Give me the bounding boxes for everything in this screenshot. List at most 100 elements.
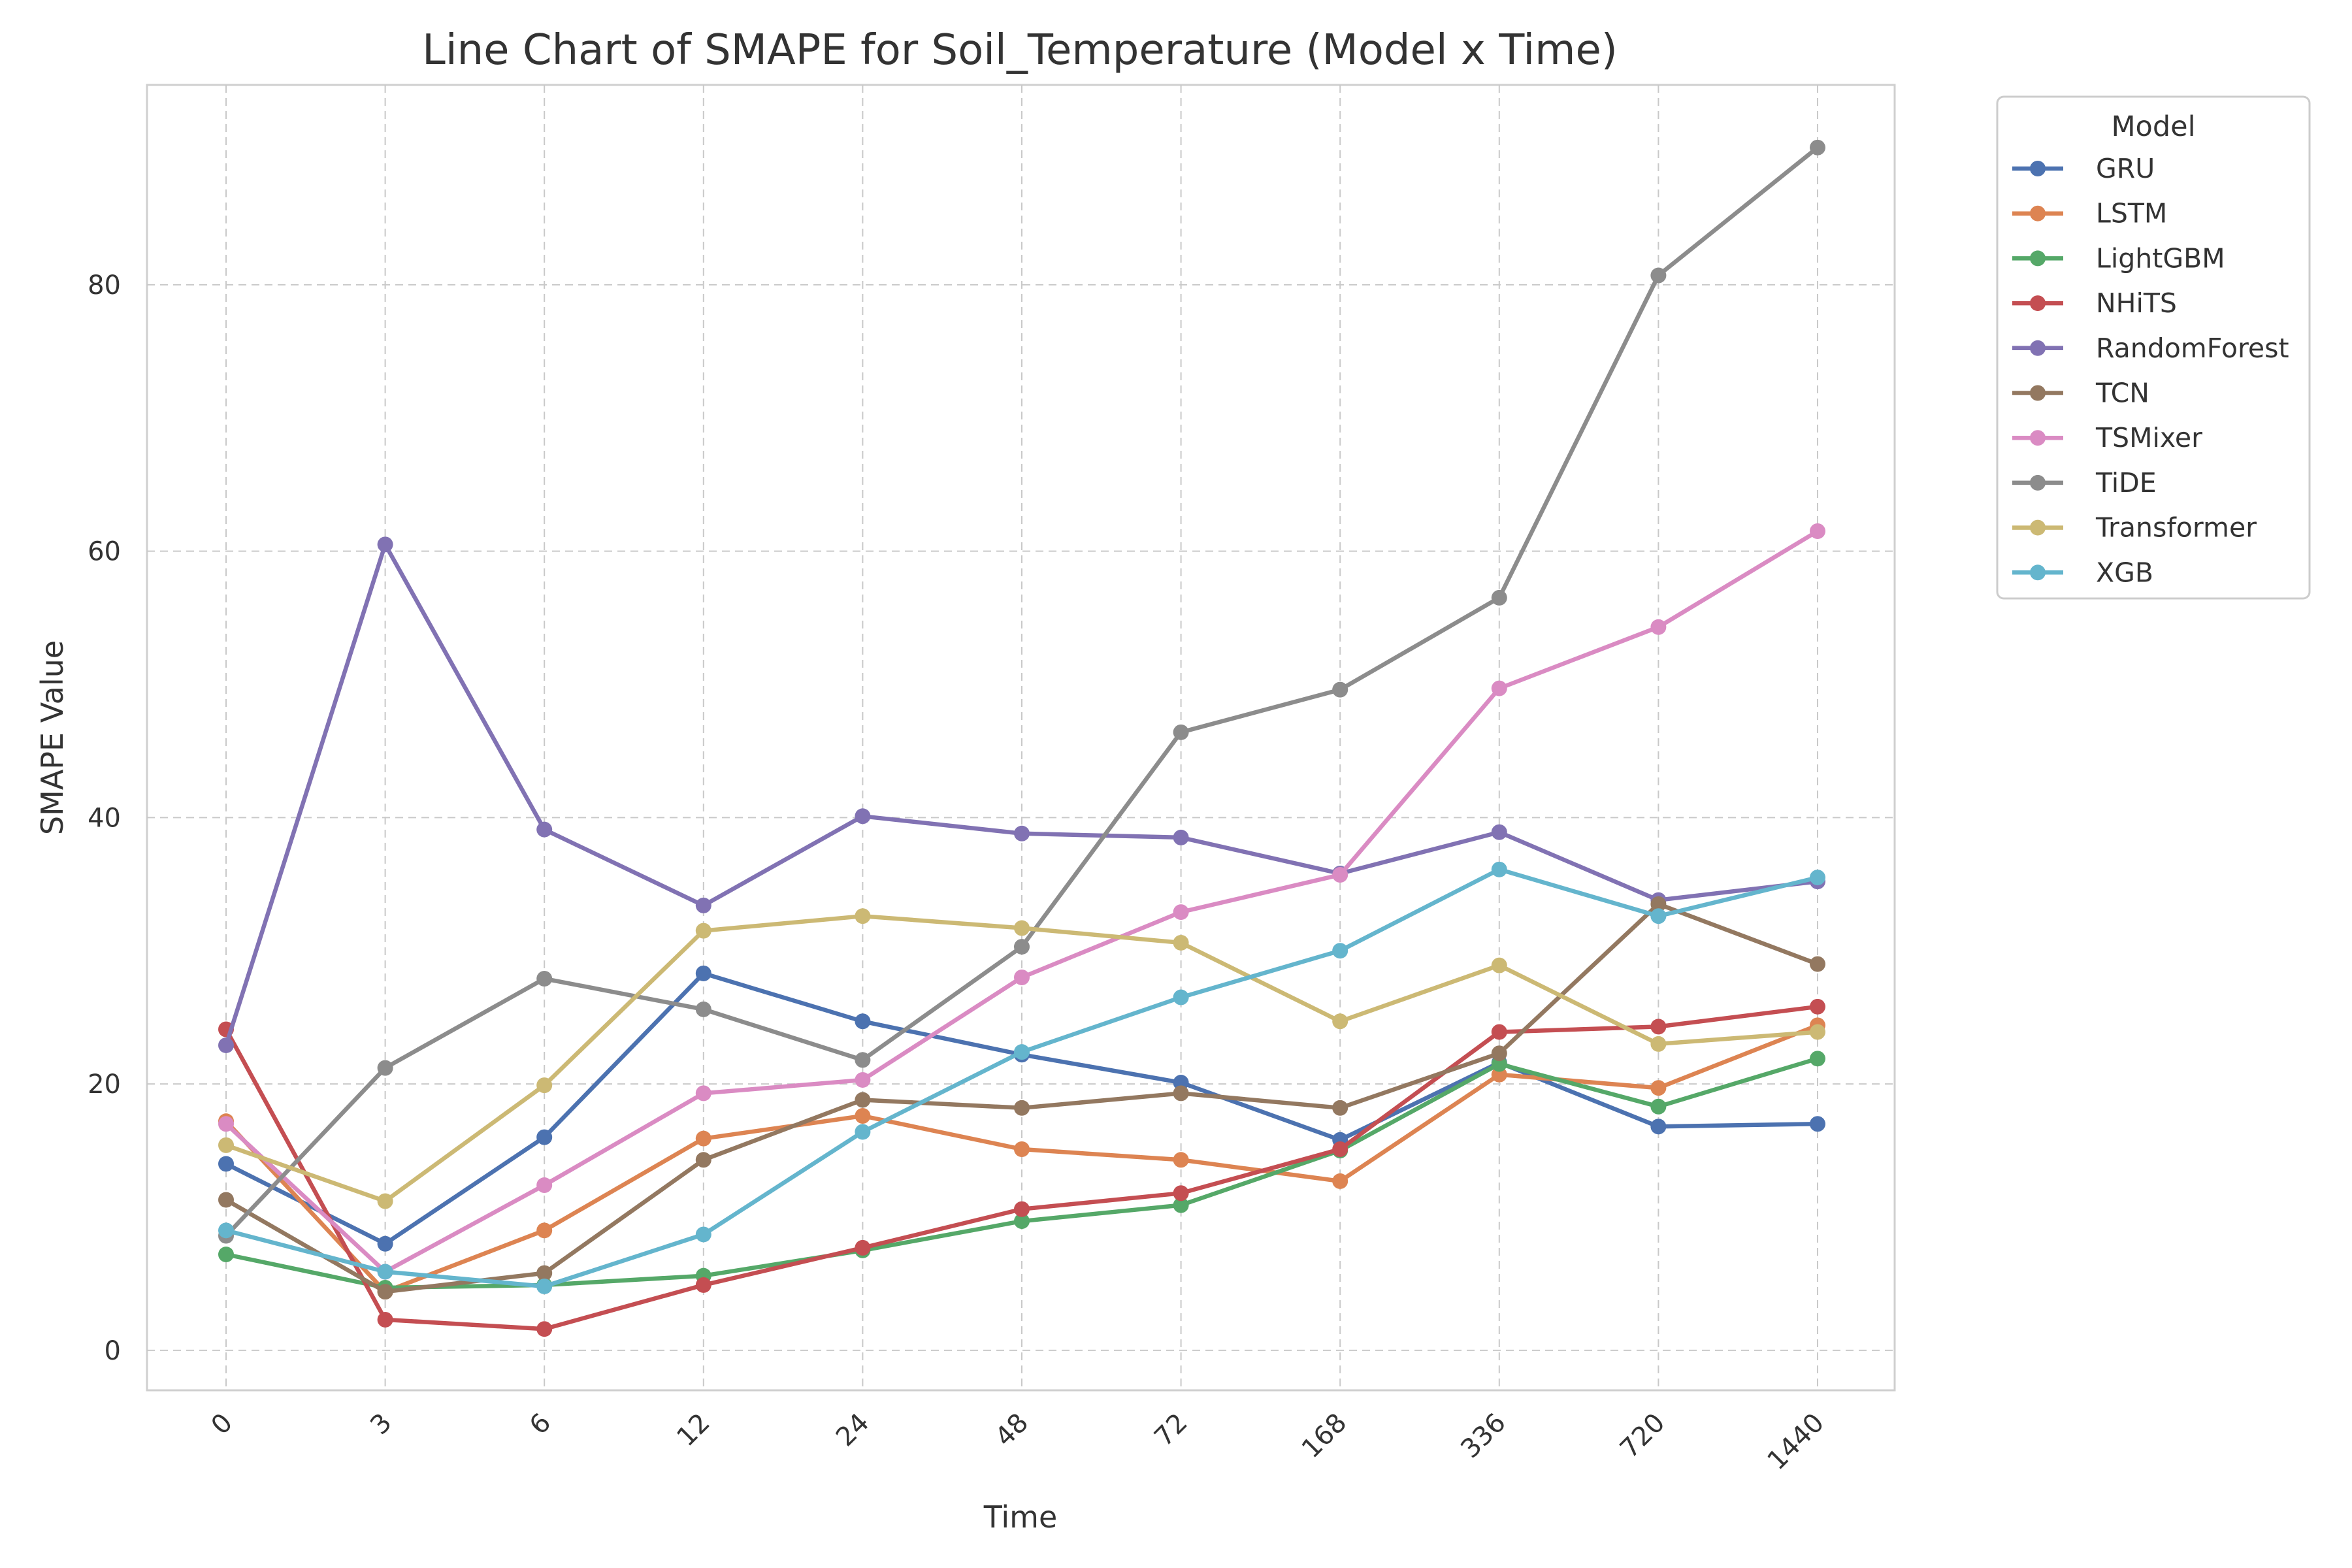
data-point-transformer bbox=[1173, 934, 1189, 951]
legend-marker-lstm bbox=[2030, 205, 2046, 221]
data-point-tcn bbox=[1810, 956, 1825, 972]
data-point-transformer bbox=[1491, 957, 1507, 973]
x-tick-label: 72 bbox=[1149, 1408, 1194, 1453]
data-point-lstm bbox=[1173, 1152, 1189, 1168]
data-point-tsmixer bbox=[1332, 866, 1348, 883]
series-lines bbox=[218, 139, 1825, 1337]
data-point-gru bbox=[1650, 1119, 1667, 1135]
legend-label-gru: GRU bbox=[2096, 153, 2155, 184]
legend-marker-xgb bbox=[2030, 564, 2046, 581]
chart-title: Line Chart of SMAPE for Soil_Temperature… bbox=[422, 26, 1618, 74]
x-tick-label: 12 bbox=[671, 1408, 716, 1453]
legend-label-randomforest: RandomForest bbox=[2096, 333, 2289, 364]
data-point-randomforest bbox=[695, 897, 711, 913]
legend-item-gru: GRU bbox=[2012, 153, 2155, 184]
x-tick-label: 24 bbox=[830, 1408, 875, 1453]
legend-item-tcn: TCN bbox=[2012, 378, 2149, 409]
data-point-transformer bbox=[855, 908, 871, 924]
data-point-gru bbox=[695, 965, 711, 981]
x-tick-label: 168 bbox=[1296, 1408, 1353, 1465]
x-tick-label: 48 bbox=[990, 1408, 1035, 1453]
data-point-lightgbm bbox=[218, 1247, 234, 1263]
legend-marker-tide bbox=[2030, 474, 2046, 491]
data-point-tsmixer bbox=[695, 1085, 711, 1102]
x-tick-label: 3 bbox=[365, 1408, 398, 1441]
legend-label-xgb: XGB bbox=[2096, 557, 2153, 588]
legend-item-transformer: Transformer bbox=[2012, 512, 2257, 544]
data-point-nhits bbox=[1332, 1141, 1348, 1157]
data-point-nhits bbox=[855, 1239, 871, 1256]
data-point-lstm bbox=[1014, 1141, 1030, 1157]
y-tick-label: 60 bbox=[88, 537, 121, 567]
data-point-tsmixer bbox=[855, 1071, 871, 1088]
x-tick-label: 336 bbox=[1455, 1408, 1512, 1465]
data-point-tide bbox=[1173, 724, 1189, 740]
data-point-xgb bbox=[1810, 870, 1825, 886]
y-axis-ticks: 0 20 40 60 80 bbox=[88, 270, 121, 1366]
legend: Model GRU LSTM LightGBM NHiTS RandomForest TC… bbox=[1996, 95, 2311, 600]
x-tick-label: 0 bbox=[206, 1408, 239, 1441]
legend-item-tsmixer: TSMixer bbox=[2012, 422, 2202, 453]
y-tick-label: 40 bbox=[88, 803, 121, 833]
data-point-randomforest bbox=[377, 536, 393, 553]
data-point-gru bbox=[218, 1156, 234, 1172]
data-point-lstm bbox=[1650, 1080, 1667, 1096]
legend-item-tide: TiDE bbox=[2012, 467, 2157, 498]
data-point-xgb bbox=[1014, 1044, 1030, 1060]
data-point-transformer bbox=[1014, 920, 1030, 936]
data-point-gru bbox=[1810, 1116, 1825, 1132]
data-point-xgb bbox=[218, 1222, 234, 1239]
data-point-tide bbox=[1810, 139, 1825, 155]
grid bbox=[147, 85, 1895, 1390]
legend-label-tcn: TCN bbox=[2095, 378, 2149, 409]
data-point-lightgbm bbox=[1810, 1051, 1825, 1067]
data-point-lstm bbox=[536, 1222, 553, 1239]
x-tick-label: 1440 bbox=[1762, 1408, 1831, 1477]
data-point-nhits bbox=[536, 1321, 553, 1337]
data-point-tcn bbox=[377, 1284, 393, 1300]
data-point-xgb bbox=[695, 1226, 711, 1243]
data-point-nhits bbox=[695, 1277, 711, 1293]
data-point-lstm bbox=[855, 1108, 871, 1124]
data-point-tsmixer bbox=[536, 1177, 553, 1194]
y-tick-label: 80 bbox=[88, 270, 121, 301]
x-axis-title: Time bbox=[983, 1499, 1058, 1535]
data-point-nhits bbox=[1650, 1019, 1667, 1035]
data-point-tsmixer bbox=[1491, 680, 1507, 696]
data-point-tsmixer bbox=[1014, 969, 1030, 985]
data-point-tcn bbox=[695, 1152, 711, 1168]
data-point-tcn bbox=[218, 1192, 234, 1208]
legend-label-transformer: Transformer bbox=[2095, 512, 2257, 544]
data-point-transformer bbox=[1650, 1036, 1667, 1052]
legend-marker-transformer bbox=[2030, 519, 2046, 536]
legend-label-lightgbm: LightGBM bbox=[2096, 242, 2225, 274]
y-tick-label: 0 bbox=[105, 1336, 121, 1366]
legend-label-nhits: NHiTS bbox=[2096, 287, 2177, 319]
data-point-tcn bbox=[1650, 896, 1667, 912]
data-point-xgb bbox=[1173, 989, 1189, 1005]
data-point-nhits bbox=[1173, 1185, 1189, 1201]
x-tick-label: 6 bbox=[524, 1408, 557, 1441]
data-point-tide bbox=[855, 1052, 871, 1068]
y-axis-title: SMAPE Value bbox=[35, 640, 70, 835]
series-xgb bbox=[218, 861, 1825, 1294]
data-point-nhits bbox=[1491, 1024, 1507, 1040]
legend-marker-lightgbm bbox=[2030, 250, 2046, 267]
legend-item-xgb: XGB bbox=[2012, 557, 2153, 588]
data-point-tsmixer bbox=[1810, 523, 1825, 539]
legend-label-tsmixer: TSMixer bbox=[2095, 422, 2202, 453]
data-point-randomforest bbox=[855, 808, 871, 825]
data-point-tcn bbox=[1491, 1045, 1507, 1062]
data-point-tcn bbox=[536, 1265, 553, 1281]
data-point-xgb bbox=[536, 1278, 553, 1294]
data-point-tsmixer bbox=[1650, 619, 1667, 635]
data-point-tcn bbox=[1332, 1100, 1348, 1116]
data-point-lightgbm bbox=[1014, 1213, 1030, 1230]
data-point-tsmixer bbox=[218, 1116, 234, 1132]
legend-item-randomforest: RandomForest bbox=[2012, 333, 2289, 364]
series-transformer bbox=[218, 908, 1825, 1209]
data-point-xgb bbox=[1332, 943, 1348, 959]
legend-item-lightgbm: LightGBM bbox=[2012, 242, 2225, 274]
data-point-gru bbox=[855, 1013, 871, 1030]
legend-marker-tsmixer bbox=[2030, 430, 2046, 446]
